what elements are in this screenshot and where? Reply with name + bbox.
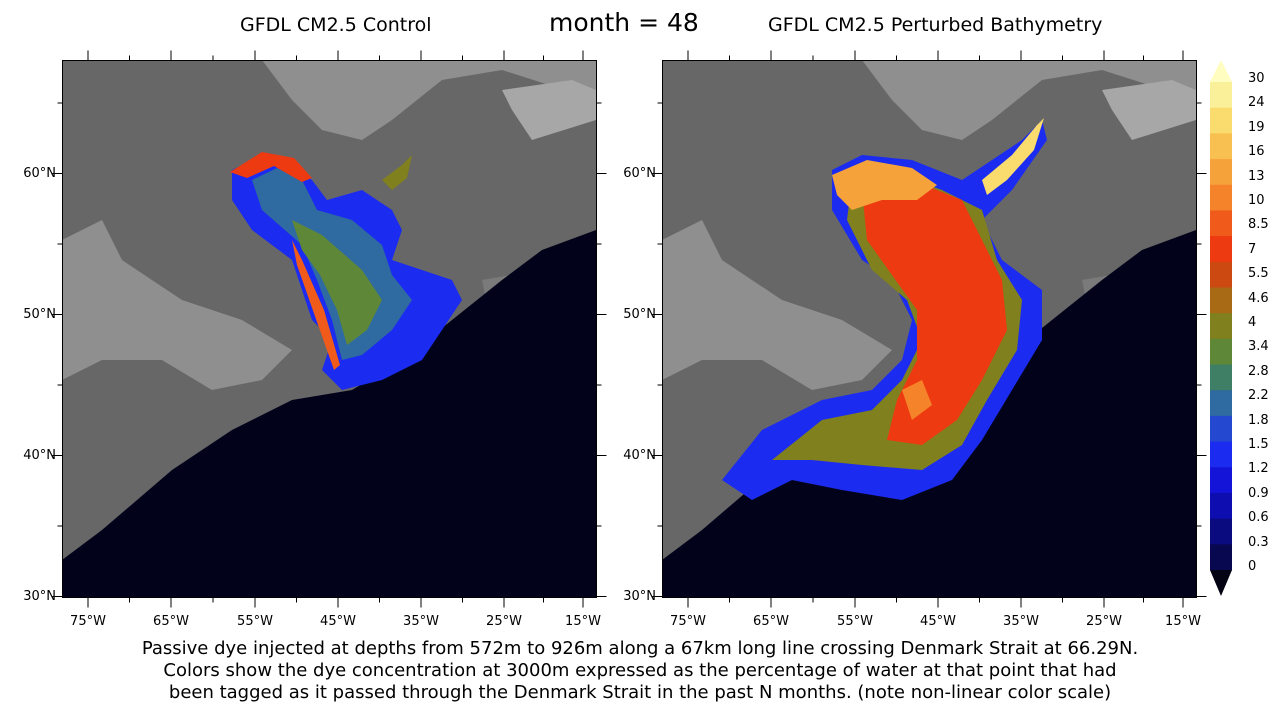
lon-label-right: 75°W xyxy=(670,614,706,629)
lon-label-left: 15°W xyxy=(565,614,601,629)
right-panel-title: GFDL CM2.5 Perturbed Bathymetry xyxy=(768,14,1103,36)
dye-high-north xyxy=(832,160,937,210)
lon-label-left: 55°W xyxy=(237,614,273,629)
left-frame xyxy=(62,60,597,598)
lon-label-left: 45°W xyxy=(320,614,356,629)
lat-label-right: 40°N xyxy=(623,448,656,463)
colorbar-swatch xyxy=(1210,210,1232,237)
caption-line-2: Colors show the dye concentration at 300… xyxy=(163,660,1117,681)
colorbar-tick-label: 4 xyxy=(1248,315,1257,330)
lon-label-right: 55°W xyxy=(837,614,873,629)
left-panel-title: GFDL CM2.5 Control xyxy=(240,14,432,36)
colorbar-tick-label: 2.2 xyxy=(1248,388,1269,404)
colorbar-tick-label: 13 xyxy=(1248,168,1265,184)
colorbar-tick-label: 30 xyxy=(1248,71,1265,86)
colorbar-swatch xyxy=(1210,467,1232,494)
colorbar-swatch xyxy=(1210,338,1232,366)
colorbar-swatch xyxy=(1210,107,1232,134)
lon-label-right: 25°W xyxy=(1086,614,1122,629)
lon-label-right: 35°W xyxy=(1003,614,1039,629)
lat-label-right: 60°N xyxy=(623,166,656,181)
dye-edge-west xyxy=(292,240,340,370)
colorbar-swatch xyxy=(1210,492,1232,520)
colorbar-swatch xyxy=(1210,236,1232,263)
colorbar-min-arrow xyxy=(1210,570,1232,596)
month-label: month = 48 xyxy=(549,8,699,37)
colorbar-swatch xyxy=(1210,441,1232,468)
colorbar-swatch xyxy=(1210,544,1232,571)
lon-label-right: 65°W xyxy=(753,614,789,629)
dye-high-south xyxy=(902,380,932,420)
colorbar-swatch xyxy=(1210,518,1232,545)
control-map xyxy=(62,60,596,597)
lon-label-left: 75°W xyxy=(70,614,106,629)
colorbar-swatch xyxy=(1210,261,1232,288)
colorbar-max-arrow xyxy=(1210,60,1232,82)
lat-label-left: 30°N xyxy=(23,589,56,604)
colorbar-tick-label: 1.2 xyxy=(1248,461,1269,477)
perturbed-map xyxy=(662,60,1196,597)
colorbar-tick-label: 16 xyxy=(1248,144,1265,160)
lat-label-right: 30°N xyxy=(623,589,656,604)
colorbar-swatch xyxy=(1210,364,1232,391)
deep-ocean xyxy=(62,230,596,597)
caption-line-3: been tagged as it passed through the Den… xyxy=(168,682,1112,703)
colorbar-swatch xyxy=(1210,313,1232,340)
lon-label-left: 35°W xyxy=(403,614,439,629)
colorbar-tick-label: 24 xyxy=(1248,95,1265,111)
shelf-region-west xyxy=(662,220,892,390)
colorbar-tick-label: 0.9 xyxy=(1248,485,1269,501)
colorbar-swatch xyxy=(1210,159,1232,186)
lon-label-right: 45°W xyxy=(920,614,956,629)
colorbar-tick-label: 1.8 xyxy=(1248,412,1269,428)
colorbar-tick-label: 7 xyxy=(1248,241,1257,257)
dye-core xyxy=(292,220,382,345)
right-frame xyxy=(662,60,1197,598)
dye-high-strait xyxy=(982,118,1044,195)
colorbar-swatch xyxy=(1210,184,1232,211)
colorbar-tick-label: 1.5 xyxy=(1248,437,1269,452)
dye-edge-north xyxy=(230,152,312,182)
lat-label-left: 40°N xyxy=(23,448,56,463)
colorbar-tick-label: 3.4 xyxy=(1248,339,1269,355)
iceland-shelf xyxy=(1102,80,1196,140)
colorbar-swatch xyxy=(1210,133,1232,160)
shelf-region-west xyxy=(62,220,292,390)
colorbar-tick-label: 10 xyxy=(1248,193,1265,208)
lat-label-left: 60°N xyxy=(23,166,56,181)
colorbar-tick-label: 5.5 xyxy=(1248,266,1269,282)
lon-label-right: 15°W xyxy=(1165,614,1201,629)
colorbar xyxy=(1210,60,1232,596)
colorbar-tick-label: 0.6 xyxy=(1248,510,1269,526)
lat-label-right: 50°N xyxy=(623,307,656,322)
shelf-region-north xyxy=(262,60,596,140)
deep-ocean-east xyxy=(412,340,492,480)
caption-line-1: Passive dye injected at depths from 572m… xyxy=(141,638,1139,659)
shelf-region-north xyxy=(862,60,1196,140)
colorbar-swatch xyxy=(1210,287,1232,314)
lon-label-left: 65°W xyxy=(153,614,189,629)
colorbar-swatch xyxy=(1210,82,1232,109)
colorbar-tick-label: 4.6 xyxy=(1248,290,1269,306)
colorbar-tick-label: 19 xyxy=(1248,119,1265,135)
lon-label-left: 25°W xyxy=(486,614,522,629)
colorbar-swatch xyxy=(1210,415,1232,443)
dye-north-patch xyxy=(382,155,412,190)
colorbar-tick-label: 0 xyxy=(1248,559,1257,574)
colorbar-swatch xyxy=(1210,390,1232,417)
dye-core xyxy=(862,180,1007,445)
iceland-shelf xyxy=(502,80,596,140)
colorbar-tick-label: 8.5 xyxy=(1248,217,1269,233)
colorbar-tick-label: 2.8 xyxy=(1248,363,1269,379)
lat-label-left: 50°N xyxy=(23,307,56,322)
colorbar-tick-label: 0.3 xyxy=(1248,534,1269,550)
